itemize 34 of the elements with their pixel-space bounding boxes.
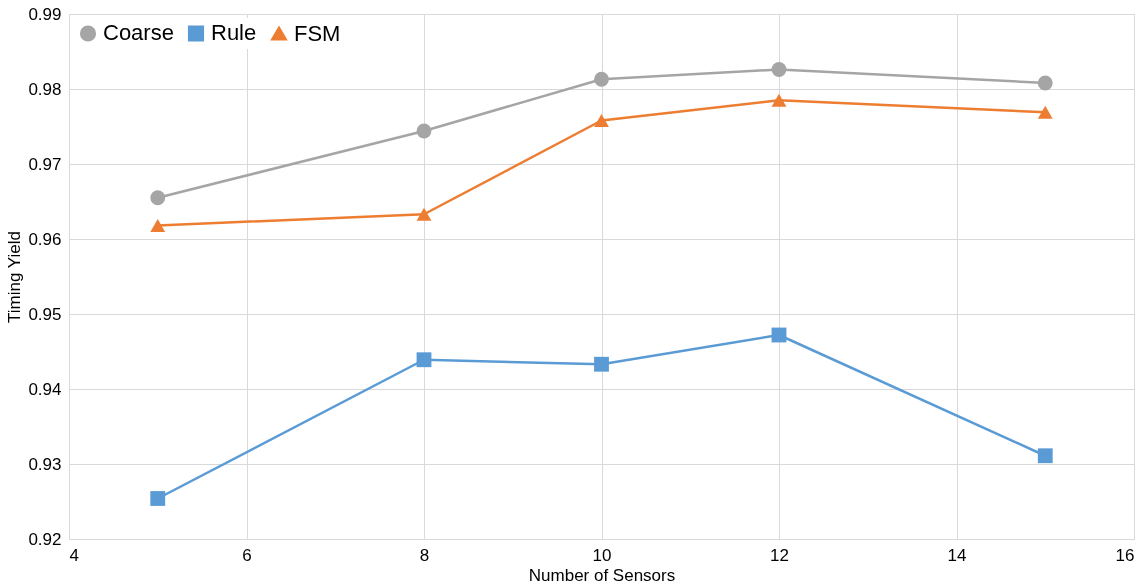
x-tick-label: 12 [770,545,789,565]
point [416,123,432,139]
x-tick-label: 16 [1115,545,1135,565]
y-tick-label: 0.99 [28,4,62,24]
x-tick-label: 6 [242,545,252,565]
y-tick-label: 0.92 [28,529,62,549]
point [1037,448,1053,464]
y-tick-label: 0.97 [28,154,62,174]
x-tick-label: 8 [419,545,430,565]
point [416,207,432,221]
point [150,491,166,506]
legend-label: Coarse [103,20,174,46]
point [594,114,609,127]
point [594,356,609,372]
point [150,219,166,232]
legend-label: Rule [211,20,257,46]
y-tick-label: 0.93 [28,454,62,474]
y-tick-label: 0.95 [28,304,62,324]
point [150,190,166,206]
point [416,352,432,368]
point [771,62,787,77]
x-tick-label: 4 [69,545,79,565]
x-axis-title: Number of Sensors [528,565,676,585]
point [594,71,609,87]
x-tick-label: 10 [592,545,612,565]
legend-label: FSM [294,20,341,46]
y-tick-label: 0.96 [28,229,62,249]
point [1037,105,1053,119]
y-axis-title: Timing Yield [5,231,25,323]
x-tick-label: 14 [947,545,967,565]
y-tick-label: 0.98 [28,79,62,99]
point [771,93,787,107]
point [1037,75,1053,91]
y-tick-label: 0.94 [28,379,62,399]
